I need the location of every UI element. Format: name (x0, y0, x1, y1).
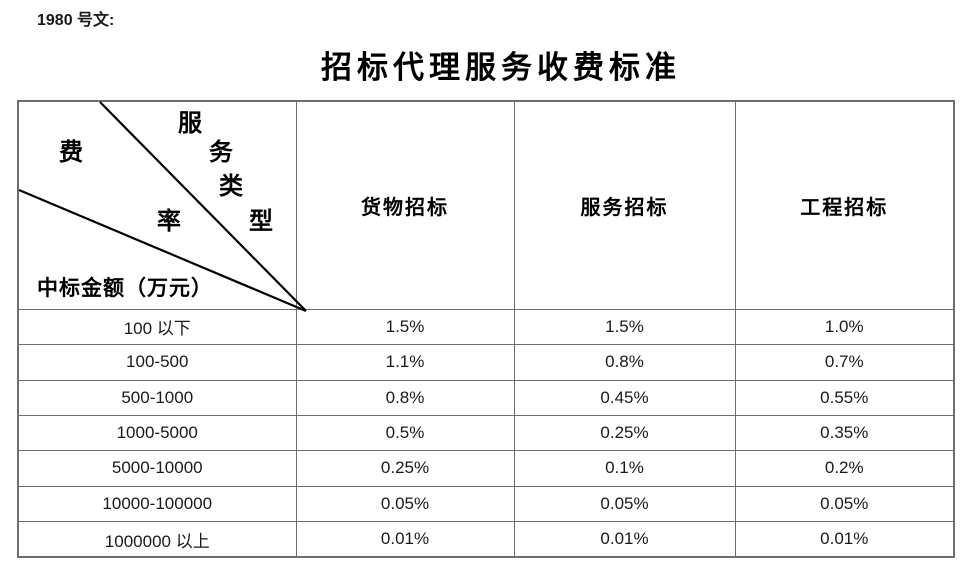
rate-cell: 0.45% (513, 379, 736, 416)
rate-cell: 0.8% (513, 344, 736, 381)
amount-range-cell: 100 以下 (17, 308, 297, 346)
corner-service-type-char: 类 (219, 174, 243, 200)
table-row: 1000-5000 0.5% 0.25% 0.35% (17, 414, 955, 452)
corner-service-type-char: 务 (209, 140, 233, 166)
corner-fee-rate-char: 费 (59, 140, 83, 166)
amount-range-cell: 1000000 以上 (17, 521, 297, 558)
rate-cell: 1.1% (295, 344, 515, 381)
diagonal-line-lower (18, 188, 307, 313)
rate-cell: 0.8% (295, 379, 515, 416)
amount-range-cell: 5000-10000 (17, 450, 297, 487)
rate-cell: 0.55% (734, 379, 955, 416)
rate-cell: 0.05% (734, 485, 955, 523)
corner-header-cell: 服 务 类 型 费 率 中标金额（万元） (17, 100, 307, 313)
diagonal-line-upper (99, 101, 307, 312)
rate-cell: 0.1% (513, 450, 736, 487)
corner-service-type-char: 型 (249, 209, 273, 235)
rate-cell: 1.5% (513, 308, 736, 346)
rate-cell: 0.05% (295, 485, 515, 523)
rate-cell: 0.05% (513, 485, 736, 523)
table-row: 500-1000 0.8% 0.45% 0.55% (17, 379, 955, 416)
corner-amount-label: 中标金额（万元） (37, 276, 213, 300)
table-header-row: 服 务 类 型 费 率 中标金额（万元） 货物招标 服务招标 工程招标 (17, 100, 955, 313)
table-row: 100 以下 1.5% 1.5% 1.0% (17, 308, 955, 346)
rate-cell: 1.0% (734, 308, 955, 346)
column-header-service-tender: 服务招标 (513, 100, 736, 310)
rate-cell: 1.5% (295, 308, 515, 346)
rate-cell: 0.01% (513, 521, 736, 558)
table-row: 100-500 1.1% 0.8% 0.7% (17, 344, 955, 381)
table-row: 1000000 以上 0.01% 0.01% 0.01% (17, 521, 955, 558)
rate-cell: 0.25% (295, 450, 515, 487)
rate-cell: 0.01% (734, 521, 955, 558)
amount-range-cell: 100-500 (17, 344, 297, 381)
diagonal-divider-lines (18, 101, 307, 313)
amount-range-cell: 500-1000 (17, 379, 297, 416)
corner-fee-rate-char: 率 (157, 209, 181, 235)
rate-cell: 0.35% (734, 414, 955, 452)
rate-cell: 0.5% (295, 414, 515, 452)
fee-table: 服 务 类 型 费 率 中标金额（万元） 货物招标 服务招标 工程招标 100 … (17, 100, 955, 558)
corner-service-type-char: 服 (178, 111, 202, 137)
rate-cell: 0.01% (295, 521, 515, 558)
rate-cell: 0.25% (513, 414, 736, 452)
table-row: 10000-100000 0.05% 0.05% 0.05% (17, 485, 955, 523)
rate-cell: 0.7% (734, 344, 955, 381)
column-header-goods-tender: 货物招标 (295, 100, 515, 310)
rate-cell: 0.2% (734, 450, 955, 487)
amount-range-cell: 1000-5000 (17, 414, 297, 452)
amount-range-cell: 10000-100000 (17, 485, 297, 523)
doc-title: 招标代理服务收费标准 (321, 50, 681, 85)
table-row: 5000-10000 0.25% 0.1% 0.2% (17, 450, 955, 487)
doc-number-label: 1980 号文: (37, 12, 115, 29)
column-header-engineering-tender: 工程招标 (734, 100, 955, 310)
